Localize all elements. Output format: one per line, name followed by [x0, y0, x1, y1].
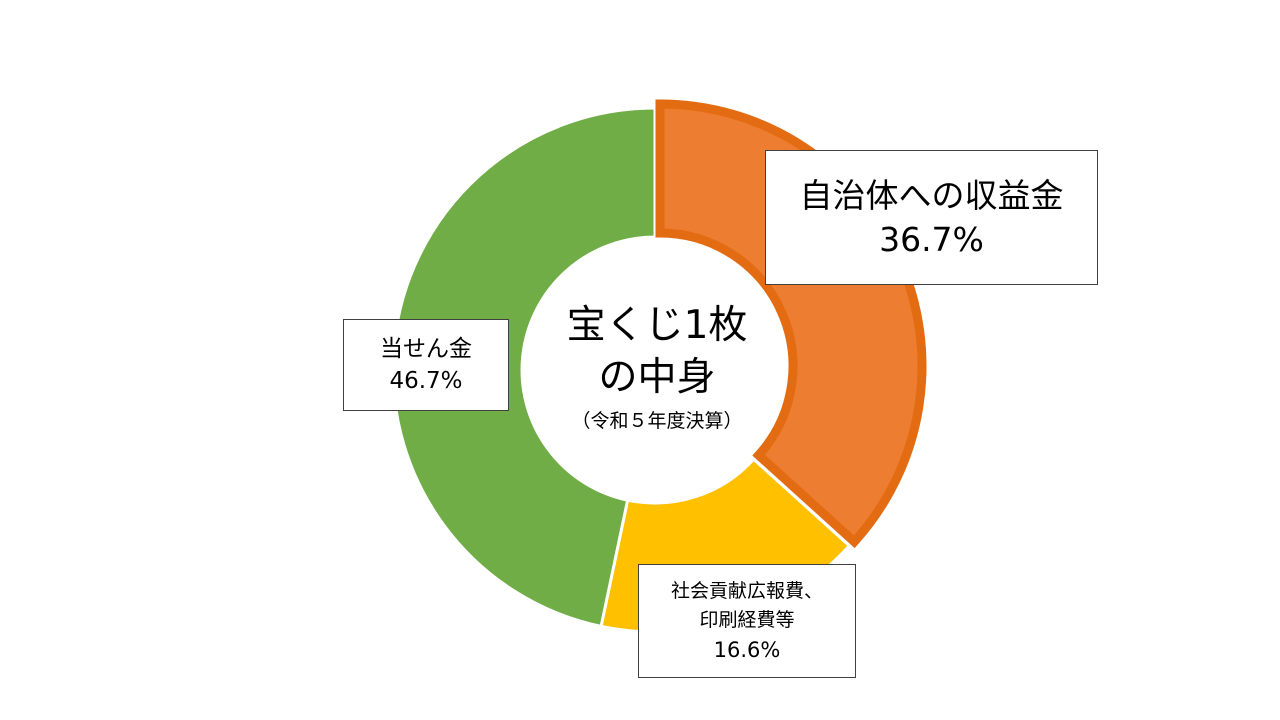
- slice-label-percent: 16.6%: [713, 638, 781, 662]
- center-title-line1: 宝くじ1枚: [566, 303, 748, 348]
- slice-label-prize-money: 当せん金 46.7%: [343, 319, 509, 411]
- slice-label-percent: 46.7%: [389, 368, 463, 394]
- slice-label-municipal-revenue: 自治体への収益金 36.7%: [765, 150, 1098, 285]
- center-label: 宝くじ1枚 の中身 （令和５年度決算）: [505, 300, 809, 436]
- slice-prize-money: [391, 106, 657, 629]
- slice-label-percent: 36.7%: [879, 219, 984, 259]
- slice-label-pr-printing-costs: 社会貢献広報費、 印刷経費等 16.6%: [638, 564, 856, 678]
- center-title-line2: の中身: [598, 355, 716, 400]
- center-subtitle: （令和５年度決算）: [571, 410, 743, 432]
- slice-label-name-line1: 社会貢献広報費、: [670, 580, 823, 602]
- slice-label-name: 自治体への収益金: [799, 175, 1064, 215]
- slice-label-name: 当せん金: [380, 336, 472, 362]
- slice-label-name-line2: 印刷経費等: [699, 609, 795, 631]
